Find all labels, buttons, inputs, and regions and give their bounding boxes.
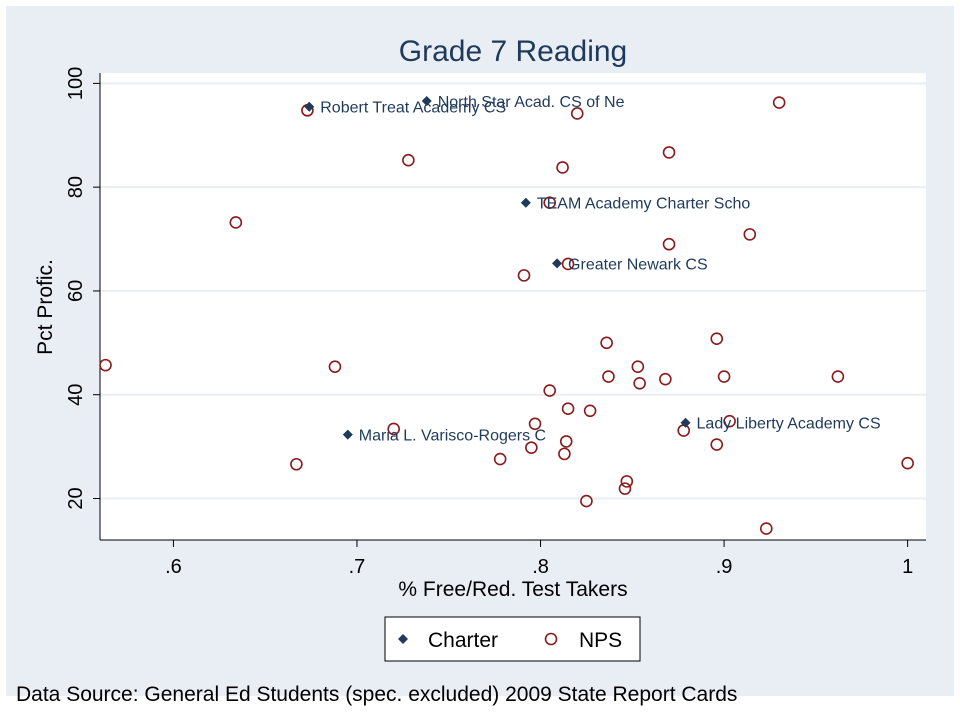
nps-point (290, 457, 303, 471)
charter-point (520, 197, 531, 208)
nps-point (543, 196, 557, 210)
charter-point (304, 101, 315, 112)
nps-point (402, 153, 415, 167)
nps-point (328, 360, 342, 373)
nps-point (901, 456, 914, 470)
nps-point (600, 336, 613, 350)
nps-point (831, 370, 845, 383)
charter-point (421, 96, 432, 107)
charter-point-label: Robert Treat Academy CS (320, 100, 506, 117)
nps-point (559, 435, 573, 448)
data-source-note: Data Source: General Ed Students (spec. … (16, 683, 738, 706)
nps-point (710, 438, 724, 451)
chart-title: Grade 7 Reading (399, 35, 628, 68)
nps-point (99, 358, 112, 372)
charter-point-label: TEAM Academy Charter Scho (537, 196, 751, 213)
x-axis-label: % Free/Red. Test Takers (398, 578, 627, 601)
charter-point-label: North Star Acad. CS of Ne (438, 94, 625, 111)
nps-point (493, 452, 507, 466)
charter-point-label: Maria L. Varisco-Rogers C (359, 428, 546, 445)
y-axis-ticks: 20 40 60 80 100 (65, 67, 100, 510)
nps-point (710, 332, 724, 345)
y-tick-label: 20 (65, 487, 87, 509)
nps-point (543, 384, 557, 397)
y-tick-label: 40 (65, 384, 87, 406)
nps-point (633, 376, 646, 390)
nps-point (620, 475, 634, 488)
x-tick-label: 1 (902, 556, 913, 578)
legend: Charter NPS (384, 616, 641, 662)
nps-point (659, 372, 672, 386)
nps-point (556, 161, 569, 174)
x-axis-ticks: .6 .7 .8 .9 1 (165, 540, 913, 578)
nps-point (662, 237, 676, 251)
nps-point (723, 414, 736, 428)
nps-point (772, 96, 786, 109)
x-tick-label: .7 (349, 556, 366, 578)
x-tick-label: .8 (532, 556, 549, 578)
charter-point (342, 429, 353, 440)
nps-point (631, 360, 645, 373)
charter-point (552, 258, 563, 269)
x-tick-label: .9 (716, 556, 733, 578)
charter-point-label: Lady Liberty Academy CS (697, 416, 881, 433)
plot-area (100, 73, 926, 540)
nps-point (583, 404, 597, 418)
nps-point (558, 447, 571, 461)
charter-point-label: Greater Newark CS (568, 256, 708, 273)
nps-point (561, 257, 575, 271)
x-tick-label: .6 (165, 556, 182, 578)
nps-point (387, 422, 400, 436)
charter-point (680, 417, 691, 428)
nps-point (580, 494, 593, 508)
nps-point (525, 441, 538, 454)
legend-nps-marker (544, 632, 558, 646)
nps-point (662, 146, 676, 159)
legend-box (384, 616, 641, 662)
nps-point (229, 216, 243, 229)
nps-point (528, 417, 542, 431)
nps-point (760, 522, 773, 535)
nps-point (570, 107, 584, 120)
legend-charter-label: Charter (428, 629, 498, 652)
nps-point (717, 370, 731, 383)
y-tick-label: 80 (65, 176, 87, 198)
nps-point (743, 228, 757, 241)
nps-point (602, 370, 615, 383)
y-tick-label: 100 (65, 67, 87, 100)
nps-point (517, 269, 531, 282)
legend-nps-label: NPS (579, 629, 622, 652)
nps-point (561, 402, 575, 416)
legend-charter-marker (398, 634, 408, 644)
gridlines (100, 82, 926, 500)
nps-point (618, 482, 632, 495)
y-tick-label: 60 (65, 280, 87, 302)
y-axis-label: Pct Profic. (34, 259, 57, 355)
